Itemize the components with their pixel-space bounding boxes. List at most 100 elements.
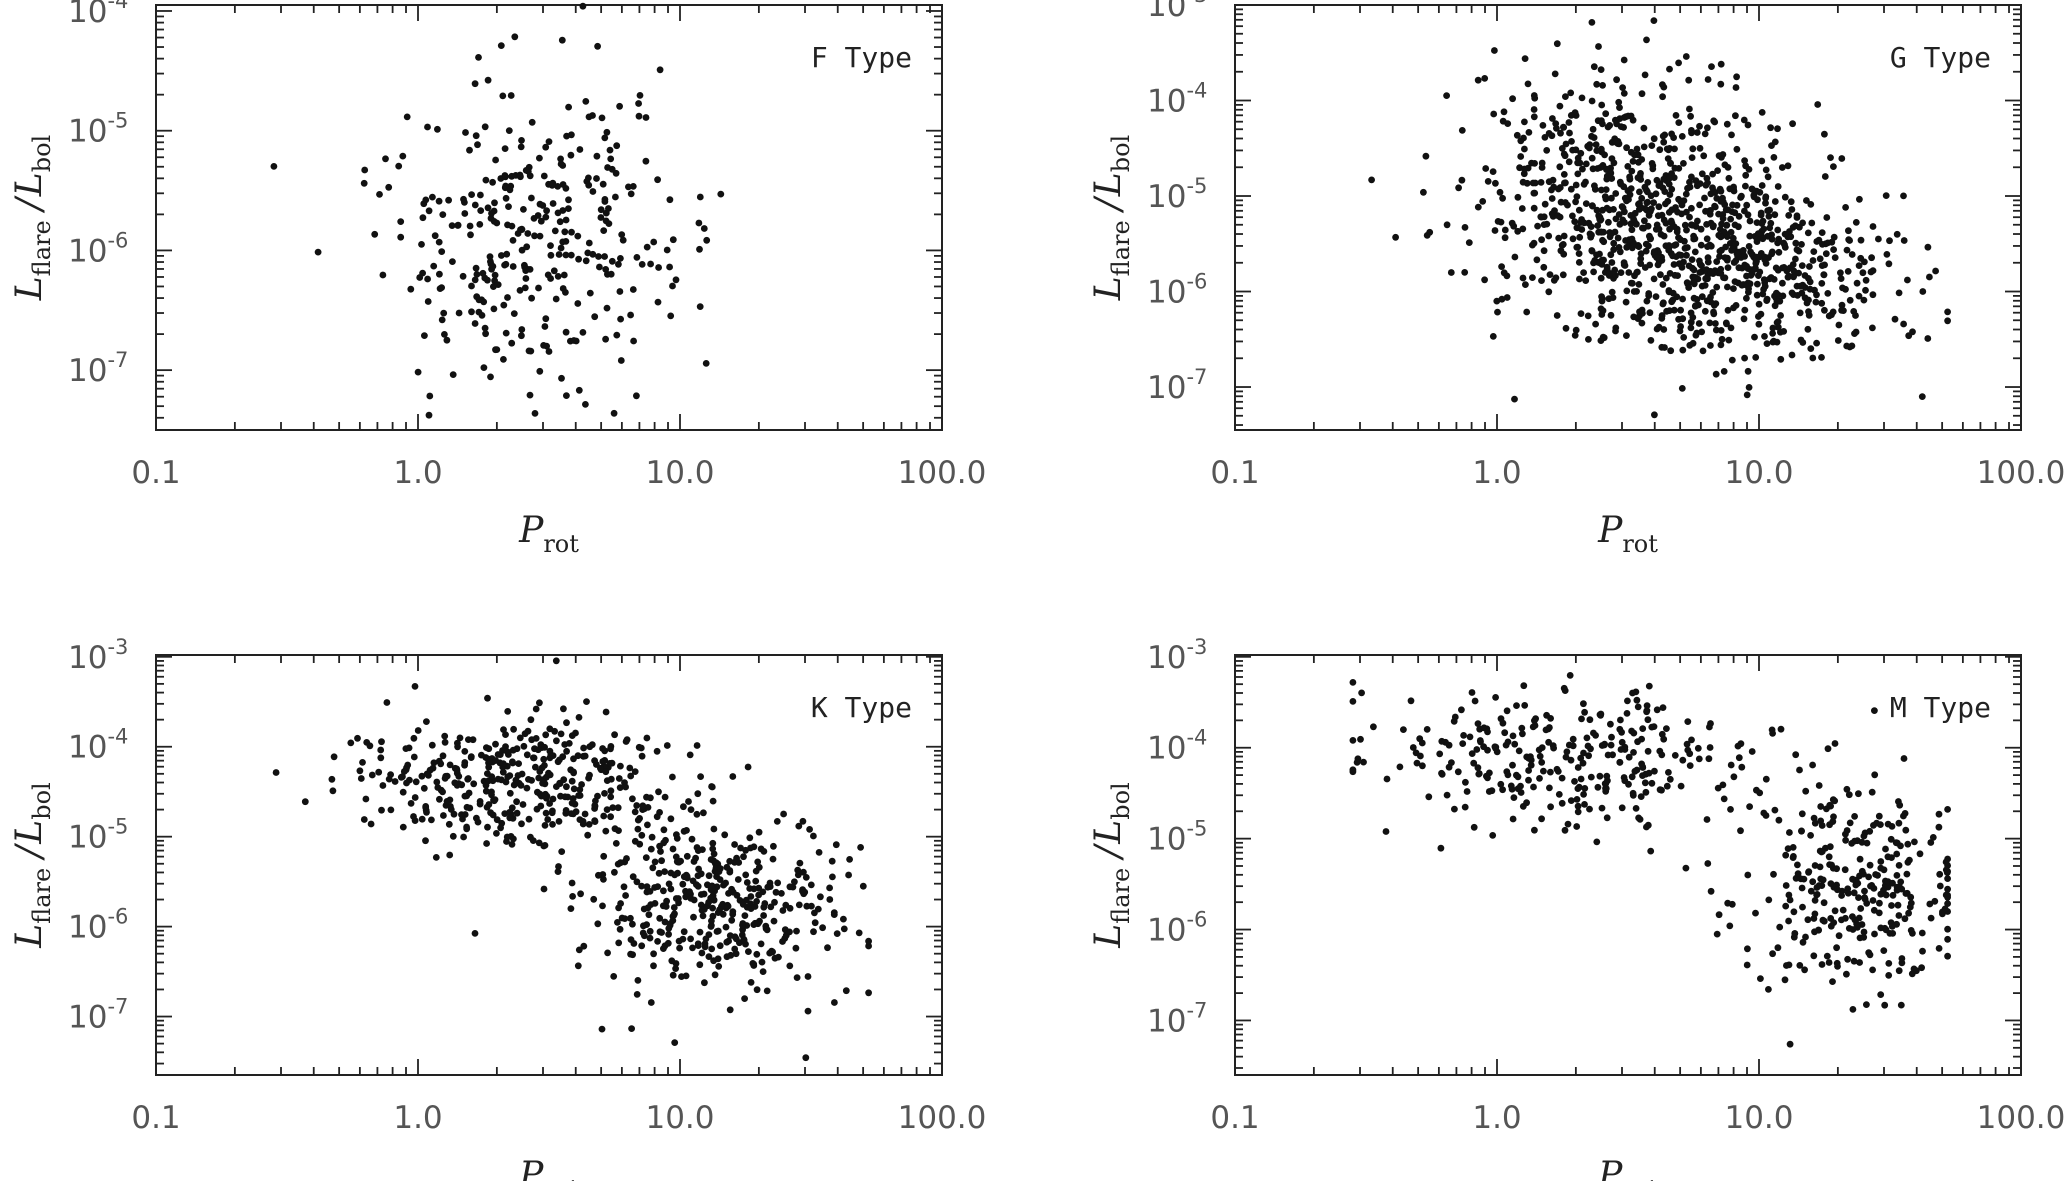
data-point: [1748, 748, 1756, 755]
data-point: [1758, 109, 1766, 116]
data-point: [1598, 293, 1605, 301]
data-point: [1624, 697, 1631, 705]
data-point: [1688, 256, 1696, 263]
data-point: [1694, 217, 1701, 225]
data-point: [1770, 276, 1778, 283]
data-point: [1588, 19, 1596, 26]
data-point: [446, 851, 454, 859]
data-point: [1529, 274, 1536, 281]
data-point: [1618, 804, 1626, 812]
data-point: [1473, 746, 1481, 753]
data-point: [1829, 978, 1836, 985]
x-tick-label: 1.0: [393, 455, 442, 491]
data-point: [1740, 116, 1748, 124]
data-point: [1629, 158, 1637, 165]
data-point: [758, 958, 766, 966]
data-point: [1534, 222, 1541, 230]
data-point: [1635, 158, 1642, 166]
data-point: [1718, 220, 1725, 228]
data-point: [661, 918, 669, 926]
data-point: [1809, 761, 1816, 769]
data-point: [1867, 268, 1875, 276]
data-point: [1625, 196, 1632, 203]
data-point: [1509, 815, 1517, 823]
panel-g-type: 0.11.010.0100.010-710-610-510-410-3Lflar…: [1088, 0, 2065, 558]
data-point: [1841, 866, 1849, 874]
data-point: [1647, 337, 1655, 344]
data-point: [1788, 206, 1796, 213]
data-point: [1680, 258, 1687, 266]
x-tick-label: 10.0: [1724, 455, 1793, 491]
data-point: [1634, 315, 1642, 322]
data-point: [1645, 682, 1653, 690]
data-point: [707, 923, 715, 930]
data-point: [1601, 151, 1608, 159]
data-point: [1686, 213, 1693, 221]
data-point: [708, 783, 716, 791]
data-point: [669, 971, 677, 979]
data-point: [709, 845, 717, 853]
data-point: [445, 196, 452, 204]
y-tick-label: 10-3: [1147, 635, 1207, 676]
data-point: [1685, 284, 1693, 291]
data-point: [595, 253, 602, 260]
data-point: [1500, 269, 1508, 277]
data-point: [1786, 896, 1794, 904]
data-point: [1796, 766, 1803, 774]
data-point: [459, 272, 467, 280]
data-point: [639, 802, 647, 810]
data-point: [723, 863, 731, 871]
data-point: [1798, 884, 1806, 892]
data-point: [1595, 212, 1603, 220]
data-point: [1509, 732, 1517, 740]
data-point: [1503, 294, 1511, 301]
data-point: [1583, 734, 1591, 742]
data-point: [1882, 926, 1890, 934]
data-point: [1538, 759, 1546, 766]
data-point: [1499, 786, 1506, 794]
data-point: [1633, 766, 1641, 774]
data-point: [1877, 858, 1885, 865]
data-point: [714, 955, 722, 963]
data-point: [1617, 716, 1624, 724]
data-point: [568, 228, 575, 236]
data-point: [1619, 84, 1626, 91]
data-point: [1678, 201, 1686, 209]
data-point: [1739, 281, 1747, 288]
y-tick-label: 10-4: [1147, 79, 1207, 120]
data-point: [1844, 889, 1852, 897]
data-point: [1547, 768, 1554, 776]
data-point: [1666, 191, 1674, 199]
data-point: [1509, 95, 1516, 103]
data-point: [1349, 679, 1357, 686]
data-point: [780, 810, 787, 818]
data-point: [1566, 672, 1574, 679]
data-point: [568, 879, 576, 887]
data-point: [1711, 202, 1718, 210]
data-point: [1623, 287, 1631, 295]
data-point: [562, 251, 570, 259]
data-point: [749, 960, 757, 967]
data-point: [1713, 930, 1721, 938]
data-point: [1720, 228, 1728, 236]
data-point: [1818, 354, 1825, 361]
data-point: [761, 900, 769, 907]
scatter-points: [1349, 672, 1951, 1048]
data-point: [1686, 105, 1693, 113]
data-point: [1771, 138, 1779, 146]
data-point: [1666, 270, 1674, 277]
data-point: [1549, 176, 1557, 184]
data-point: [655, 869, 663, 877]
data-point: [506, 186, 514, 194]
data-point: [680, 928, 688, 936]
data-point: [607, 745, 614, 753]
data-point: [1586, 805, 1593, 813]
data-point: [528, 294, 535, 302]
data-point: [726, 1006, 734, 1014]
data-point: [1625, 269, 1633, 276]
data-point: [471, 930, 479, 937]
data-point: [675, 937, 683, 945]
data-point: [598, 1025, 606, 1033]
data-point: [1572, 198, 1579, 206]
data-point: [499, 768, 507, 776]
